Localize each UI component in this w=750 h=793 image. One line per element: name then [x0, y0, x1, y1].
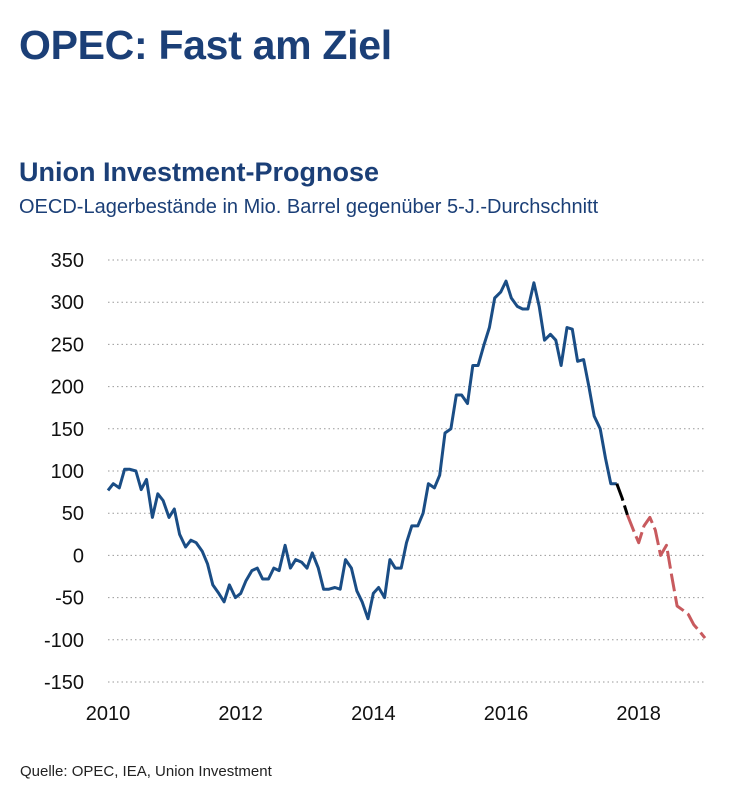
- source-note: Quelle: OPEC, IEA, Union Investment: [20, 763, 272, 780]
- x-tick-label: 2014: [351, 703, 396, 725]
- y-tick-label: 150: [51, 419, 84, 441]
- series-lines: [106, 279, 707, 640]
- gridlines: [108, 259, 705, 683]
- series-line-3: [626, 514, 707, 640]
- x-tick-label: 2012: [218, 703, 263, 725]
- y-tick-label: 200: [51, 377, 84, 399]
- chart-subtitle: OECD-Lagerbestände in Mio. Barrel gegenü…: [19, 196, 599, 218]
- series-line-2: [615, 483, 629, 516]
- y-tick-label: 350: [51, 250, 84, 272]
- y-tick-label: 300: [51, 292, 84, 314]
- x-axis: 2010 2012 2014 2016 2018: [86, 703, 661, 725]
- y-tick-label: 50: [62, 503, 84, 525]
- y-axis: 350 300 250 200 150 100 50 0 -50 -100 -150: [44, 250, 84, 694]
- chart-title: Union Investment-Prognose: [19, 157, 380, 187]
- y-tick-label: -50: [55, 588, 84, 610]
- y-tick-label: -100: [44, 630, 84, 652]
- y-tick-label: 250: [51, 334, 84, 356]
- x-tick-label: 2018: [616, 703, 661, 725]
- y-tick-label: 0: [73, 545, 84, 567]
- series-line-1: [106, 279, 617, 621]
- y-tick-label: -150: [44, 672, 84, 694]
- y-tick-label: 100: [51, 461, 84, 483]
- x-tick-label: 2010: [86, 703, 131, 725]
- x-tick-label: 2016: [484, 703, 529, 725]
- page-title: OPEC: Fast am Ziel: [19, 22, 392, 68]
